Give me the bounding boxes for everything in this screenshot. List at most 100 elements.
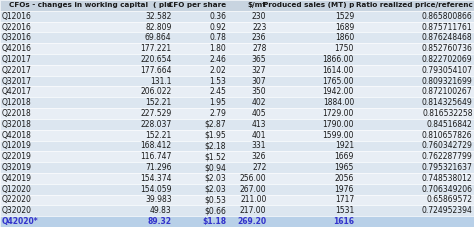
Text: 217.00: 217.00 bbox=[240, 206, 266, 215]
Text: CFO per share: CFO per share bbox=[168, 2, 226, 8]
Text: Q22016: Q22016 bbox=[1, 22, 31, 32]
Text: 2.02: 2.02 bbox=[210, 66, 226, 75]
Text: Ratio realized price/referenc: Ratio realized price/referenc bbox=[356, 2, 473, 8]
Bar bbox=[0, 76, 474, 86]
Text: $2.87: $2.87 bbox=[204, 120, 226, 129]
Text: 1529: 1529 bbox=[335, 12, 354, 21]
Text: $2.03: $2.03 bbox=[204, 185, 226, 194]
Text: 0.762287799: 0.762287799 bbox=[422, 152, 473, 161]
Text: 206.022: 206.022 bbox=[140, 87, 172, 96]
Bar bbox=[0, 11, 474, 22]
Text: 227.529: 227.529 bbox=[140, 109, 172, 118]
Text: 0.814325649: 0.814325649 bbox=[422, 98, 473, 107]
Bar bbox=[0, 162, 474, 173]
Text: 365: 365 bbox=[252, 55, 266, 64]
Bar bbox=[0, 32, 474, 43]
Text: $2.18: $2.18 bbox=[205, 141, 226, 151]
Text: 32.582: 32.582 bbox=[145, 12, 172, 21]
Text: 220.654: 220.654 bbox=[140, 55, 172, 64]
Text: $0.66: $0.66 bbox=[204, 206, 226, 215]
Text: Q42016: Q42016 bbox=[1, 44, 31, 53]
Text: 269.20: 269.20 bbox=[237, 217, 266, 226]
Text: 256.00: 256.00 bbox=[240, 174, 266, 183]
Text: 1717: 1717 bbox=[335, 195, 354, 205]
Text: Q32020: Q32020 bbox=[1, 206, 31, 215]
Text: Q42018: Q42018 bbox=[1, 131, 31, 140]
Text: 1614.00: 1614.00 bbox=[323, 66, 354, 75]
Text: 71.296: 71.296 bbox=[145, 163, 172, 172]
Text: Q42019: Q42019 bbox=[1, 174, 31, 183]
Text: Q12020: Q12020 bbox=[1, 185, 31, 194]
Text: Q32019: Q32019 bbox=[1, 163, 31, 172]
Bar bbox=[0, 22, 474, 32]
Text: 1921: 1921 bbox=[335, 141, 354, 151]
Text: Q12019: Q12019 bbox=[1, 141, 31, 151]
Text: 168.412: 168.412 bbox=[140, 141, 172, 151]
Text: 1884.00: 1884.00 bbox=[323, 98, 354, 107]
Text: 1689: 1689 bbox=[335, 22, 354, 32]
Text: 223: 223 bbox=[252, 22, 266, 32]
Text: 278: 278 bbox=[252, 44, 266, 53]
Text: 1965: 1965 bbox=[335, 163, 354, 172]
Text: 0.872100267: 0.872100267 bbox=[422, 87, 473, 96]
Text: Q12016: Q12016 bbox=[1, 12, 31, 21]
Bar bbox=[0, 43, 474, 54]
Text: 1.53: 1.53 bbox=[209, 76, 226, 86]
Text: 89.32: 89.32 bbox=[147, 217, 172, 226]
Text: 0.92: 0.92 bbox=[209, 22, 226, 32]
Bar bbox=[0, 119, 474, 130]
Text: 236: 236 bbox=[252, 33, 266, 42]
Text: Q32016: Q32016 bbox=[1, 33, 31, 42]
Bar bbox=[0, 54, 474, 65]
Text: 0.865800866: 0.865800866 bbox=[422, 12, 473, 21]
Text: 0.822702069: 0.822702069 bbox=[422, 55, 473, 64]
Text: 0.65869572: 0.65869572 bbox=[427, 195, 473, 205]
Text: $0.94: $0.94 bbox=[204, 163, 226, 172]
Text: 0.876248468: 0.876248468 bbox=[422, 33, 473, 42]
Text: 0.875711761: 0.875711761 bbox=[422, 22, 473, 32]
Text: $1.52: $1.52 bbox=[204, 152, 226, 161]
Text: 2.79: 2.79 bbox=[209, 109, 226, 118]
Text: 331: 331 bbox=[252, 141, 266, 151]
Text: Q32017: Q32017 bbox=[1, 76, 31, 86]
Text: 39.983: 39.983 bbox=[145, 195, 172, 205]
Text: Q32018: Q32018 bbox=[1, 120, 31, 129]
Text: $0.53: $0.53 bbox=[204, 195, 226, 205]
Text: 307: 307 bbox=[252, 76, 266, 86]
Text: 0.795321637: 0.795321637 bbox=[422, 163, 473, 172]
Text: 1790.00: 1790.00 bbox=[323, 120, 354, 129]
Text: 0.809321699: 0.809321699 bbox=[422, 76, 473, 86]
Bar bbox=[0, 195, 474, 205]
Bar bbox=[0, 173, 474, 184]
Text: Q42017: Q42017 bbox=[1, 87, 31, 96]
Text: 49.83: 49.83 bbox=[150, 206, 172, 215]
Text: 0.78: 0.78 bbox=[209, 33, 226, 42]
Text: $1.95: $1.95 bbox=[204, 131, 226, 140]
Bar bbox=[0, 0, 474, 11]
Text: 2056: 2056 bbox=[335, 174, 354, 183]
Text: 405: 405 bbox=[252, 109, 266, 118]
Text: 211.00: 211.00 bbox=[240, 195, 266, 205]
Text: 2.46: 2.46 bbox=[209, 55, 226, 64]
Text: 230: 230 bbox=[252, 12, 266, 21]
Text: 2.45: 2.45 bbox=[209, 87, 226, 96]
Bar bbox=[0, 65, 474, 76]
Text: Q12018: Q12018 bbox=[1, 98, 31, 107]
Text: Q42020*: Q42020* bbox=[1, 217, 38, 226]
Text: $2.03: $2.03 bbox=[204, 174, 226, 183]
Text: 1942.00: 1942.00 bbox=[323, 87, 354, 96]
Bar bbox=[0, 205, 474, 216]
Text: 1729.00: 1729.00 bbox=[323, 109, 354, 118]
Text: 0.852760736: 0.852760736 bbox=[422, 44, 473, 53]
Text: 272: 272 bbox=[252, 163, 266, 172]
Text: 152.21: 152.21 bbox=[146, 98, 172, 107]
Text: 69.864: 69.864 bbox=[145, 33, 172, 42]
Text: 177.664: 177.664 bbox=[140, 66, 172, 75]
Text: 1976: 1976 bbox=[335, 185, 354, 194]
Text: Q22018: Q22018 bbox=[1, 109, 31, 118]
Text: Q22019: Q22019 bbox=[1, 152, 31, 161]
Text: 0.36: 0.36 bbox=[209, 12, 226, 21]
Text: 228.037: 228.037 bbox=[140, 120, 172, 129]
Text: Produced sales (MT) p: Produced sales (MT) p bbox=[263, 2, 354, 8]
Text: 413: 413 bbox=[252, 120, 266, 129]
